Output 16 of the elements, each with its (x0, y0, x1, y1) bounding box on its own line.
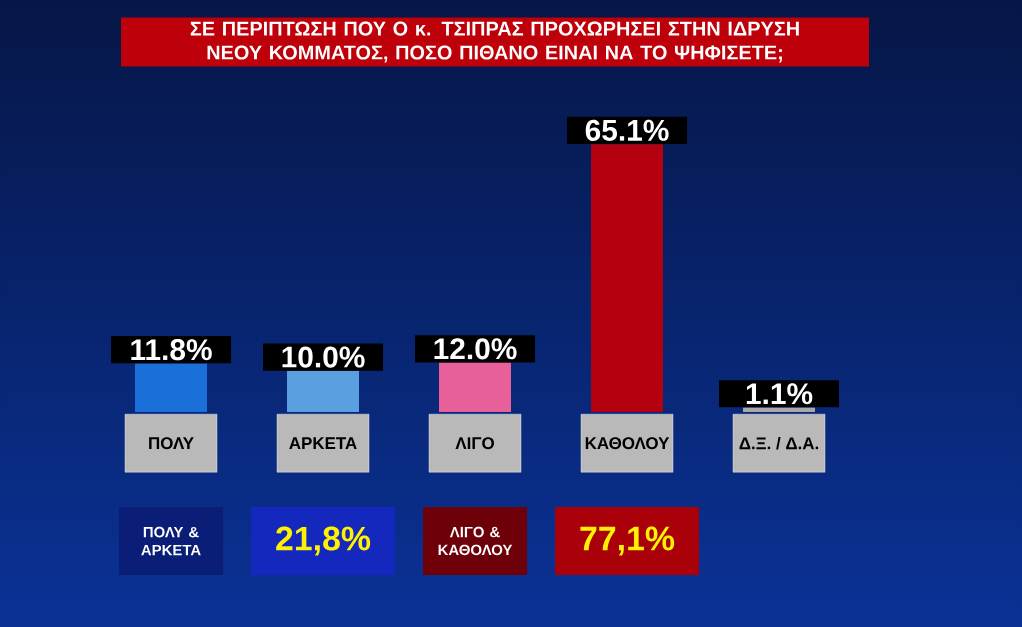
data-label: 11.8% (131, 339, 212, 361)
text: ΠΟΛΥ & ΑΡΚΕΤΑ (141, 526, 201, 556)
chart-title: ΣΕ ΠΕΡΙΠΤΩΣΗ ΠΟΥ Ο κ. ΤΣΙΠΡΑΣ ΠΡΟΧΩΡΗΣΕΙ ΣΤΗΝ ΙΔΡΥΣΗ ΝΕΟΥ ΚΟΜΜΑΤΟΣ, ΠΟΣΟ ΠΙΘΑΝΟ ΕΙΝΑΙ ΝΑ ΤΟ ΨΗΦΙΣΕΤΕ; (190, 21, 799, 63)
x-tick-label: ΑΡΚΕΤΑ (289, 437, 357, 450)
data-label: 10.0% (282, 346, 365, 368)
x-tick-label: Δ.Ξ. / Δ.Α. (739, 436, 819, 450)
data-label: 1.1% (746, 383, 813, 405)
data-label: 12.0% (434, 338, 517, 360)
text: 21,8% (276, 526, 371, 556)
x-tick-label: ΚΑΘΟΛΟΥ (585, 437, 670, 450)
bar (743, 407, 816, 412)
text: ΛΙΓΟ & ΚΑΘΟΛΟΥ (438, 526, 513, 556)
text: 77,1% (580, 526, 675, 556)
x-tick-label: ΠΟΛΥ (149, 437, 194, 450)
x-tick-label: ΛΙΓΟ (455, 437, 494, 450)
data-label: 65.1% (585, 119, 669, 141)
